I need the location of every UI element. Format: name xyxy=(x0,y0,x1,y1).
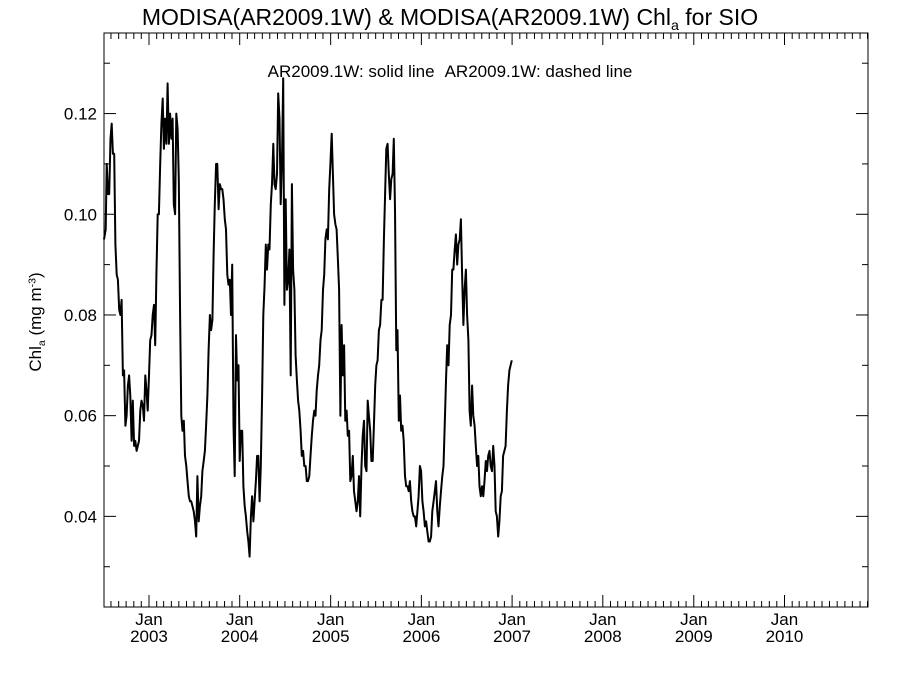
x-tick-month-label: Jan xyxy=(408,610,435,629)
dashed-line-note: AR2009.1W: dashed line xyxy=(444,62,633,81)
x-tick-year-label: 2005 xyxy=(312,627,350,646)
x-tick-year-label: 2010 xyxy=(766,627,804,646)
y-tick-label: 0.06 xyxy=(64,407,97,426)
chart-title: MODISA(AR2009.1W) & MODISA(AR2009.1W) Ch… xyxy=(141,4,759,34)
solid-line-note: AR2009.1W: solid line xyxy=(267,62,435,81)
x-tick-month-label: Jan xyxy=(317,610,344,629)
x-tick-month-label: Jan xyxy=(589,610,616,629)
y-tick-label: 0.08 xyxy=(64,306,97,325)
axes-frame xyxy=(103,32,869,608)
y-tick-label: 0.10 xyxy=(64,205,97,224)
y-tick-label: 0.04 xyxy=(64,507,97,526)
x-tick-year-label: 2006 xyxy=(402,627,440,646)
series-annotation: AR2009.1W: solid line AR2009.1W: dashed l… xyxy=(0,62,900,82)
plot-frame xyxy=(103,32,869,608)
x-tick-year-label: 2008 xyxy=(584,627,622,646)
x-tick-year-label: 2007 xyxy=(493,627,531,646)
x-tick-month-label: Jan xyxy=(135,610,162,629)
x-tick-year-label: 2004 xyxy=(221,627,259,646)
x-tick-month-label: Jan xyxy=(771,610,798,629)
axis-ticks xyxy=(104,33,869,607)
tick-labels: 0.040.060.080.100.12Jan2003Jan2004Jan200… xyxy=(64,105,803,646)
x-tick-year-label: 2003 xyxy=(130,627,168,646)
x-tick-month-label: Jan xyxy=(226,610,253,629)
x-tick-month-label: Jan xyxy=(498,610,525,629)
series-layer xyxy=(103,77,513,558)
y-axis-label: Chla (mg m-3) xyxy=(26,272,48,372)
x-tick-year-label: 2009 xyxy=(675,627,713,646)
y-tick-label: 0.12 xyxy=(64,105,97,124)
series-line xyxy=(103,77,513,558)
x-tick-month-label: Jan xyxy=(680,610,707,629)
